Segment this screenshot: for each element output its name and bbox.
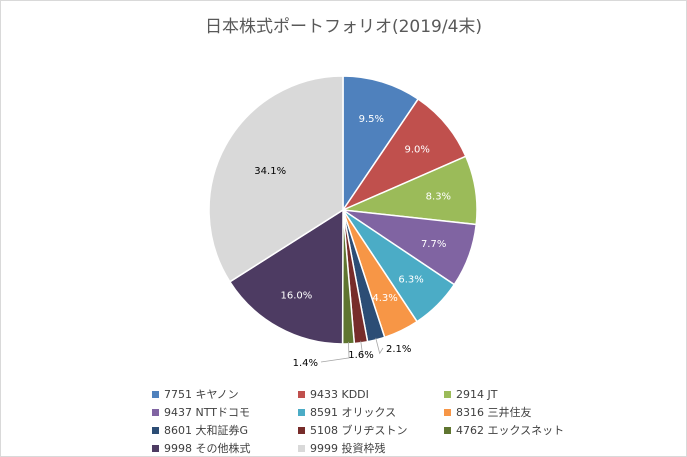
legend-label: 4762 エックスネット [456, 424, 565, 437]
data-label-4762-エックスネット: 1.4% [293, 358, 318, 369]
pie-slice-9998-その他株式 [228, 208, 344, 345]
legend-label: 8601 大和証券G [164, 424, 249, 437]
data-label-9998-その他株式: 16.0% [280, 290, 312, 301]
legend-swatch [444, 426, 451, 434]
legend-item-8601-大和証券G: 8601 大和証券G [152, 422, 298, 438]
legend-item-9437-NTTドコモ: 9437 NTTドコモ [152, 404, 298, 420]
legend-label: 9433 KDDI [310, 387, 369, 401]
legend-item-2914-JT: 2914 JT [444, 386, 604, 402]
legend-swatch [298, 444, 305, 452]
data-label-2914-JT: 8.3% [426, 191, 451, 202]
leader-line-4762-エックスネット [320, 341, 350, 363]
data-label-7751-キヤノン: 9.5% [359, 114, 384, 125]
data-label-5108-ブリヂストン: 1.6% [348, 350, 373, 361]
legend-item-4762-エックスネット: 4762 エックスネット [444, 422, 604, 438]
pie-slice-7751-キヤノン [342, 75, 420, 213]
legend-swatch [298, 408, 305, 416]
legend-label: 8591 オリックス [310, 406, 397, 419]
data-label-9437-NTTドコモ: 7.7% [421, 239, 446, 250]
legend-swatch [298, 390, 305, 398]
legend-item-8591-オリックス: 8591 オリックス [298, 404, 444, 420]
legend-swatch [298, 426, 305, 434]
data-label-8591-オリックス: 6.3% [398, 274, 423, 285]
data-label-9999-投資枠残: 34.1% [254, 166, 286, 177]
leader-line-5108-ブリヂストン [360, 340, 364, 357]
legend-label: 7751 キヤノン [164, 388, 239, 401]
legend-item-9433-KDDI: 9433 KDDI [298, 386, 444, 402]
legend-item-5108-ブリヂストン: 5108 ブリヂストン [298, 422, 444, 438]
legend-swatch [444, 408, 451, 416]
legend-label: 9437 NTTドコモ [164, 406, 250, 419]
chart-title: 日本株式ポートフォリオ(2019/4末) [204, 17, 483, 37]
legend-item-9999-投資枠残: 9999 投資枠残 [298, 440, 444, 456]
legend-label: 9998 その他株式 [164, 442, 251, 455]
data-label-8601-大和証券G: 2.1% [386, 344, 411, 355]
legend: 7751 キヤノン 9433 KDDI 2914 JT 9437 NTTドコモ 8591… [152, 386, 612, 456]
legend-label: 5108 ブリヂストン [310, 424, 408, 437]
legend-label: 9999 投資枠残 [310, 442, 386, 455]
legend-swatch [152, 390, 159, 398]
pie-slice-9999-投資枠残 [208, 75, 344, 283]
legend-label: 2914 JT [456, 387, 498, 401]
data-label-8316-三井住友: 4.3% [372, 293, 397, 304]
legend-swatch [152, 408, 159, 416]
legend-swatch [444, 390, 451, 398]
legend-label: 8316 三井住友 [456, 406, 532, 419]
legend-item-8316-三井住友: 8316 三井住友 [444, 404, 604, 420]
legend-swatch [152, 444, 159, 452]
legend-swatch [152, 426, 159, 434]
data-label-9433-KDDI: 9.0% [404, 144, 429, 155]
leader-line-8601-大和証券G [375, 337, 384, 355]
legend-item-7751-キヤノン: 7751 キヤノン [152, 386, 298, 402]
legend-item-9998-その他株式: 9998 その他株式 [152, 440, 298, 456]
